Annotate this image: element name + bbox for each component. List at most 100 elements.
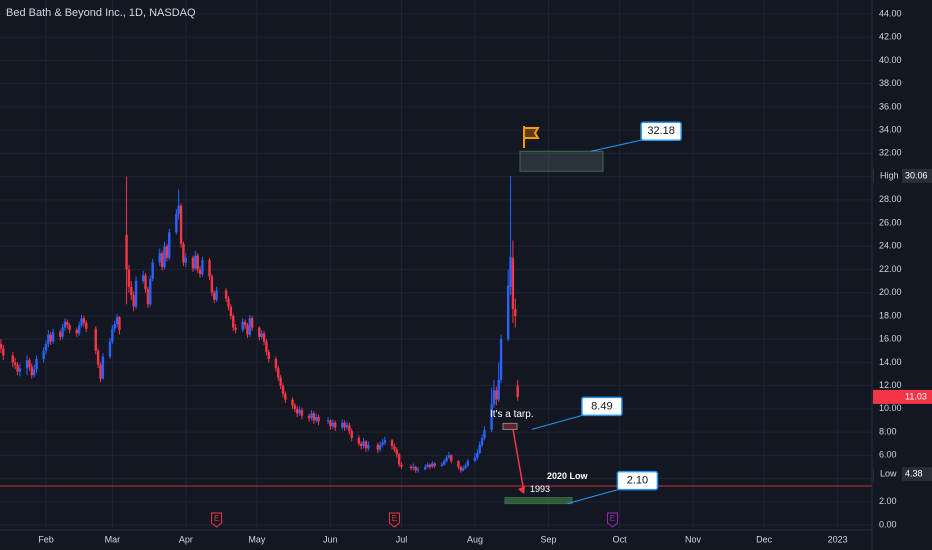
callout-label: 2.10 [627,475,648,487]
candle-body [350,430,353,438]
candle-body [348,425,351,431]
candle-body [395,449,398,455]
candle-body [516,385,519,397]
candle-body [412,466,415,469]
candle-body [232,315,235,328]
event-marker [388,512,400,528]
candle-body [229,306,233,316]
candle-body [511,257,515,309]
candle-body [279,377,282,386]
plot: E E E 32.18 It's a tarp. 8.49 2020 Low 1993 2.10 [0,121,872,528]
candle-body [296,408,299,414]
candle-body [59,332,62,337]
candle-body [179,205,183,244]
candle-body [506,285,510,340]
candle-body [28,360,31,368]
candle-body [141,275,145,282]
candle-body [47,334,50,344]
candle-body [130,286,133,296]
candle-body [149,278,152,305]
y-tick-label: 12.00 [879,380,902,390]
candle-body [175,213,178,233]
candle-body [184,257,188,263]
candle-body [274,358,278,369]
candle-body [483,429,486,438]
y-tick-label: 0.00 [879,519,897,529]
callout-box [581,396,623,417]
x-tick-label: Mar [105,534,121,544]
y-tick-label: 16.00 [879,334,902,344]
y-tick-label: 34.00 [879,125,902,135]
candle-body [312,413,316,421]
candle-body [393,446,396,450]
candle-body [433,463,436,466]
candle-body [376,444,380,450]
x-tick-label: Aug [467,534,483,544]
candle-body [495,390,498,400]
target-zone [504,497,573,505]
candle-body [445,457,448,462]
candle-body [61,327,64,337]
candle-body [298,410,301,414]
candle-body [345,425,349,428]
candle-body [66,321,69,326]
candle-body [397,454,401,465]
x-tick-label: Dec [756,534,773,544]
candle-body [450,455,453,462]
candle-body [191,257,195,269]
x-tick-label: Jul [396,534,408,544]
candle-body [201,260,204,275]
candle-body [32,369,36,376]
candle-body [464,465,467,469]
candle-body [390,440,394,447]
candle-body [208,260,211,277]
chart-title: Bed Bath & Beyond Inc., 1D, NASDAQ [6,7,196,19]
event-label: E [214,514,219,523]
y-tick-label: 38.00 [879,78,902,88]
candle-body [314,416,318,421]
candle-body [480,437,484,445]
candle-body [409,466,413,469]
candle-body [215,290,218,300]
candle-body [457,461,460,467]
candle-body [381,442,384,445]
candle-body [414,466,417,471]
candle-body [49,334,52,342]
candle-body [307,415,311,419]
candle-body [291,399,294,406]
candle-body [248,318,252,335]
candle-body [260,333,263,337]
candle-body [177,205,180,214]
price-marker [873,389,932,404]
candle-body [241,321,244,330]
y-tick-label: 20.00 [879,287,902,297]
candle-body [160,253,164,268]
candle-body [132,295,135,307]
candle-body [383,440,387,443]
candle-body [163,246,166,268]
candle-body [258,327,261,337]
event-marker [211,512,223,528]
candle-body [68,325,71,330]
candle-body [293,405,297,409]
candle-body [168,232,171,258]
candle-body [476,452,479,458]
y-tick-label: 28.00 [879,194,902,204]
candle-body [82,318,86,323]
candle-body [447,455,451,458]
candle-body [461,468,465,471]
callout-pointer [591,138,646,152]
candle-body [99,364,102,379]
candle-body [265,341,268,352]
y-tick-label: 32.00 [879,148,902,158]
x-tick-label: Nov [685,534,702,544]
event-label: E [392,514,397,523]
target-zone [502,422,518,430]
flag-icon [523,126,540,148]
candle-body [440,464,444,466]
grid [0,0,872,530]
candle-body [165,246,169,258]
candle-body [196,255,199,270]
